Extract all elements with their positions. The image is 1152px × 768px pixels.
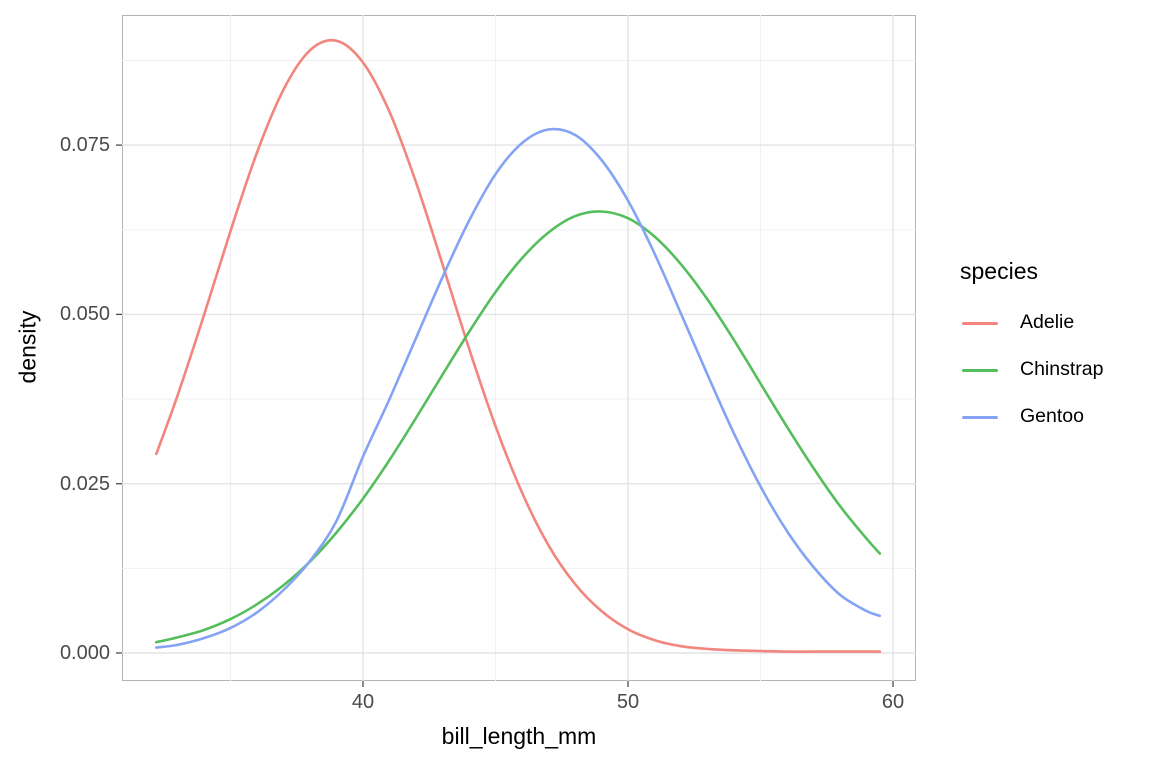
curve-chinstrap — [155, 210, 882, 644]
chinstrap-line-key-icon — [962, 369, 998, 372]
x-tick-label-60: 60 — [881, 691, 905, 713]
y-tick-label-0.025: 0.025 — [59, 473, 110, 495]
gentoo-line-key-icon — [962, 416, 998, 419]
plot-panel — [122, 15, 916, 681]
legend-item-gentoo: Gentoo — [958, 403, 1138, 431]
legend-item-chinstrap: Chinstrap — [958, 356, 1138, 384]
legend-label-chinstrap: Chinstrap — [1020, 358, 1104, 380]
y-tick-label-0.000: 0.000 — [59, 642, 110, 664]
legend-label-gentoo: Gentoo — [1020, 405, 1084, 427]
legend-item-adelie: Adelie — [958, 309, 1138, 337]
y-tick-label-0.075: 0.075 — [59, 134, 110, 156]
x-tick-label-50: 50 — [616, 691, 640, 713]
curve-gentoo — [155, 127, 882, 649]
legend-title: species — [960, 258, 1038, 284]
legend: species Adelie Chinstrap Gentoo — [958, 258, 1138, 450]
y-axis-title: density — [14, 310, 41, 384]
x-axis-title: bill_length_mm — [441, 723, 597, 749]
adelie-line-key-icon — [962, 322, 998, 325]
x-tick-label-40: 40 — [351, 691, 375, 713]
curve-adelie — [155, 39, 882, 653]
y-tick-label-0.050: 0.050 — [59, 303, 110, 325]
legend-label-adelie: Adelie — [1020, 311, 1075, 333]
